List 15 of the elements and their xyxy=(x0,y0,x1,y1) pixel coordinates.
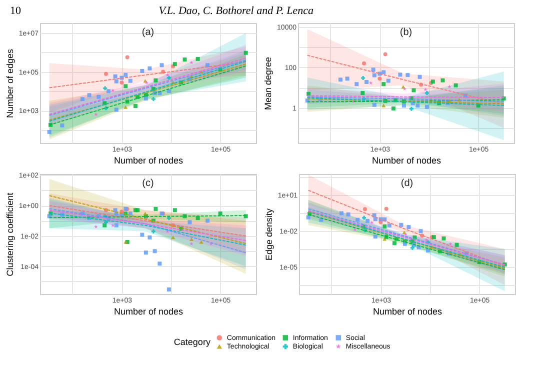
y-axis-title: Number of edges xyxy=(4,48,15,118)
text: 10 xyxy=(10,5,22,17)
x-axis-title: Number of nodes xyxy=(114,156,184,166)
legend-title: Category xyxy=(174,337,211,347)
x-axis-title: Number of nodes xyxy=(372,156,442,166)
chart-title: (d) xyxy=(400,178,414,189)
x-axis-title: Number of nodes xyxy=(372,306,443,316)
y-axis-title: Edge density xyxy=(264,208,274,261)
chart-title: (b) xyxy=(400,27,412,38)
y-axis-title: Mean degree xyxy=(263,56,274,110)
chart-title: (a) xyxy=(142,27,154,38)
chart-title: (c) xyxy=(142,178,154,189)
x-axis-title: Number of nodes xyxy=(114,306,184,316)
text: V.L. Dao, C. Bothorel and P. Lenca xyxy=(158,5,314,17)
y-axis-title: Clustering coefficient xyxy=(4,192,15,276)
